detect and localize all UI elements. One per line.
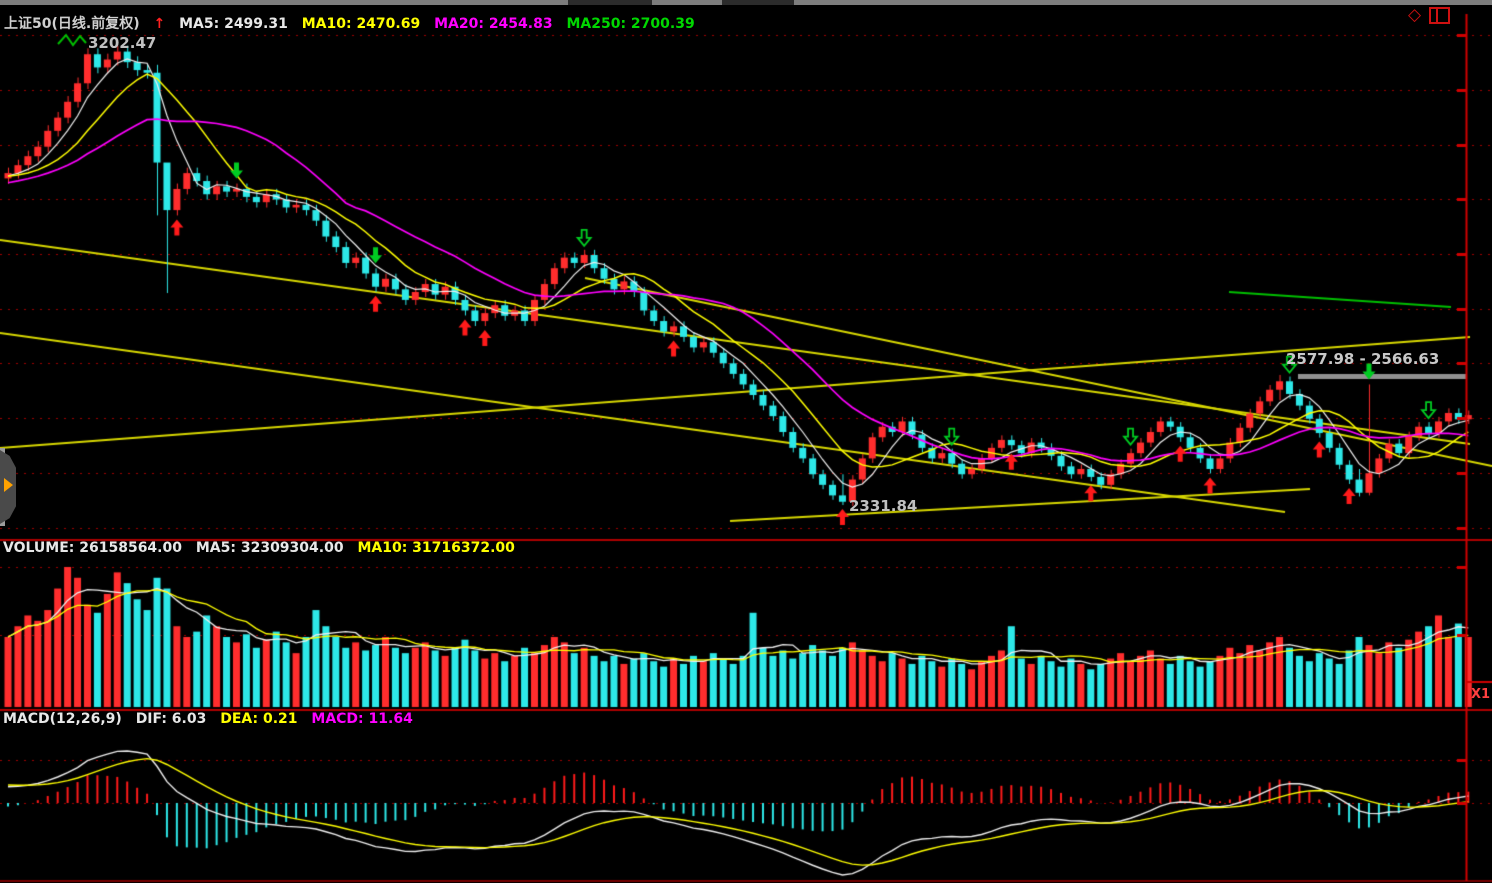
diamond-icon[interactable]: ◇ [1408, 5, 1422, 25]
top-strip-notch [568, 0, 652, 5]
x1-scale-button[interactable]: X1 [1471, 687, 1491, 702]
window-top-strip [0, 0, 1492, 5]
top-strip-notch [722, 0, 794, 5]
expand-arrow-icon [4, 478, 13, 492]
titlebar-icons: ◇ [1408, 5, 1451, 25]
window-panes-icon[interactable] [1429, 7, 1451, 24]
